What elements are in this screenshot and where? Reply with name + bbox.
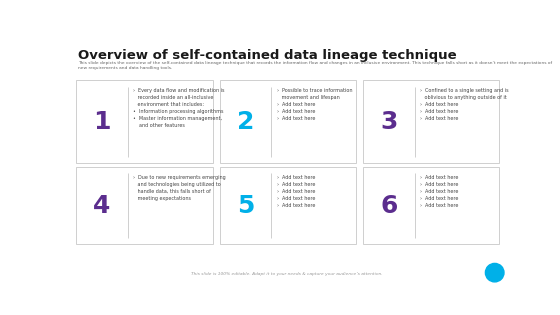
Text: 1: 1: [94, 110, 111, 134]
Text: Overview of self-contained data lineage technique: Overview of self-contained data lineage …: [78, 49, 456, 61]
Bar: [363, 80, 500, 163]
Text: 3: 3: [380, 110, 398, 134]
Text: ›  Due to new requirements emerging
   and technologies being utilized to
   han: › Due to new requirements emerging and t…: [133, 175, 226, 201]
Bar: [363, 167, 500, 244]
Text: This slide depicts the overview of the self-contained data lineage technique tha: This slide depicts the overview of the s…: [78, 61, 552, 70]
Text: ›  Every data flow and modification is
   recorded inside an all-inclusive
   en: › Every data flow and modification is re…: [133, 89, 225, 129]
Text: 2: 2: [237, 110, 254, 134]
Text: ›  Add text here
›  Add text here
›  Add text here
›  Add text here
›  Add text : › Add text here › Add text here › Add te…: [420, 175, 459, 208]
Text: This slide is 100% editable. Adapt it to your needs & capture your audience’s at: This slide is 100% editable. Adapt it to…: [191, 272, 383, 276]
Text: 6: 6: [380, 194, 398, 218]
Bar: [220, 80, 356, 163]
Text: ›  Confined to a single setting and is
   oblivious to anything outside of it
› : › Confined to a single setting and is ob…: [420, 89, 509, 122]
Circle shape: [486, 263, 504, 282]
Text: 4: 4: [94, 194, 111, 218]
Text: ›  Possible to trace information
   movement and lifespan
›  Add text here
›  Ad: › Possible to trace information movement…: [277, 89, 352, 122]
Bar: [76, 167, 213, 244]
Bar: [220, 167, 356, 244]
Text: ›  Add text here
›  Add text here
›  Add text here
›  Add text here
›  Add text : › Add text here › Add text here › Add te…: [277, 175, 315, 208]
Text: 5: 5: [237, 194, 254, 218]
Bar: [76, 80, 213, 163]
